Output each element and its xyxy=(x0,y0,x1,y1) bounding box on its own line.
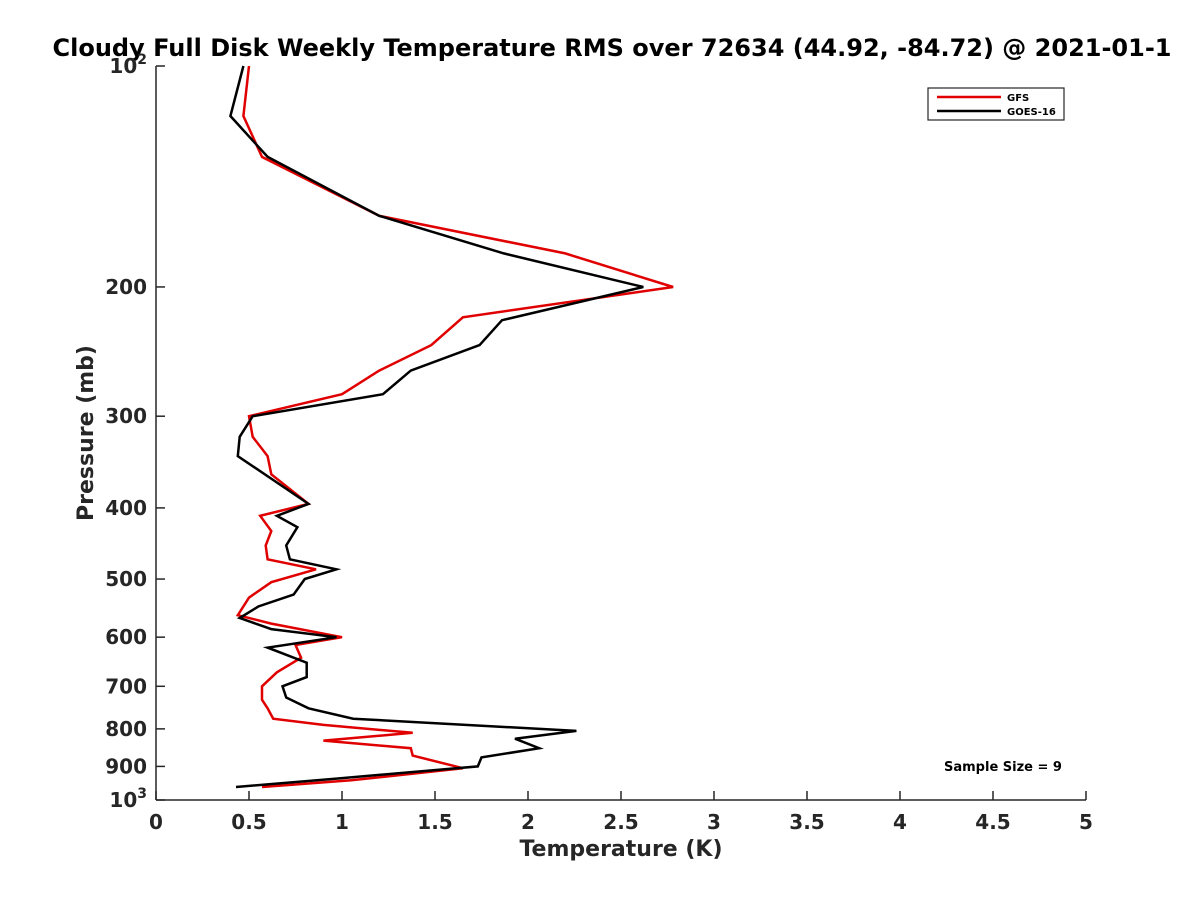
x-tick-label: 2.5 xyxy=(603,810,638,834)
y-tick-label: 200 xyxy=(105,275,147,299)
y-tick-label: 600 xyxy=(105,625,147,649)
y-tick-label: 300 xyxy=(105,404,147,428)
sample-size-annotation: Sample Size = 9 xyxy=(944,760,1062,775)
x-tick-label: 3.5 xyxy=(789,810,824,834)
x-tick-label: 1.5 xyxy=(417,810,452,834)
x-tick-label: 4 xyxy=(893,810,907,834)
legend-box xyxy=(927,87,1065,121)
y-axis-ticks: 102 200 300 400 500 600 700 800 900 103 xyxy=(105,52,165,812)
x-tick-label: 0.5 xyxy=(231,810,266,834)
series-line-gfs xyxy=(235,65,674,789)
x-tick-label: 4.5 xyxy=(975,810,1010,834)
x-tick-label: 5 xyxy=(1079,810,1093,834)
legend: GFS GOES-16 xyxy=(927,87,1065,121)
x-axis-ticks: 0 0.5 1 1.5 2 2.5 3 3.5 4 4.5 5 xyxy=(149,791,1093,834)
y-tick-label: 500 xyxy=(105,567,147,591)
x-tick-label: 2 xyxy=(521,810,535,834)
legend-label-goes16: GOES-16 xyxy=(1007,107,1056,118)
legend-label-gfs: GFS xyxy=(1007,93,1029,104)
y-tick-label: 800 xyxy=(105,717,147,741)
x-tick-label: 0 xyxy=(149,810,163,834)
x-tick-label: 3 xyxy=(707,810,721,834)
x-axis-label: Temperature (K) xyxy=(519,837,722,862)
plot-area xyxy=(229,65,674,789)
y-tick-label: 102 xyxy=(109,52,147,78)
y-tick-label: 103 xyxy=(109,786,147,812)
y-tick-label: 700 xyxy=(105,674,147,698)
chart-title: Cloudy Full Disk Weekly Temperature RMS … xyxy=(53,34,1172,62)
y-tick-label: 400 xyxy=(105,496,147,520)
x-tick-label: 1 xyxy=(335,810,349,834)
y-axis-label: Pressure (mb) xyxy=(74,345,99,521)
series-line-goes16 xyxy=(229,65,644,789)
y-tick-label: 900 xyxy=(105,754,147,778)
